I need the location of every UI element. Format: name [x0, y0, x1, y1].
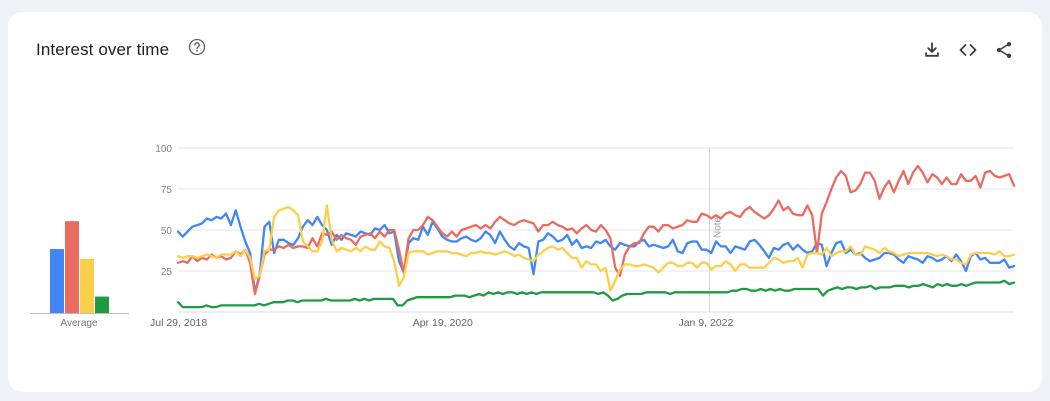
average-bar: [80, 258, 94, 313]
x-tick-label: Jan 9, 2022: [678, 317, 733, 329]
chart-title: Interest over time: [36, 40, 170, 59]
y-tick-label: 25: [161, 267, 173, 278]
series-line-2: [176, 164, 1016, 296]
series-lines: [176, 164, 1016, 309]
average-bar: [50, 249, 64, 313]
average-bars: [30, 221, 129, 314]
interest-over-time-card: Interest over time: [8, 12, 1042, 392]
average-bar: [95, 296, 109, 313]
note-annotation: Note: [708, 148, 723, 312]
y-tick-label: 50: [161, 226, 173, 237]
share-icon[interactable]: [994, 40, 1014, 60]
embed-code-icon[interactable]: [958, 40, 978, 60]
average-label: Average: [60, 318, 98, 329]
series-line-1: [176, 209, 1016, 294]
x-tick-label: Apr 19, 2020: [413, 317, 473, 329]
x-axis-ticks: Jul 29, 2018 Apr 19, 2020 Jan 9, 2022: [150, 317, 734, 329]
average-bar: [65, 221, 79, 313]
y-tick-label: 100: [155, 144, 172, 155]
series-line-3: [176, 204, 1016, 292]
help-circle-icon[interactable]: [188, 38, 206, 56]
download-icon[interactable]: [922, 40, 942, 60]
y-tick-label: 75: [161, 185, 173, 196]
x-tick-label: Jul 29, 2018: [150, 317, 207, 329]
note-label: Note: [712, 216, 723, 238]
y-axis-ticks: 25 50 75 100: [155, 144, 172, 278]
series-line-4: [176, 279, 1016, 309]
